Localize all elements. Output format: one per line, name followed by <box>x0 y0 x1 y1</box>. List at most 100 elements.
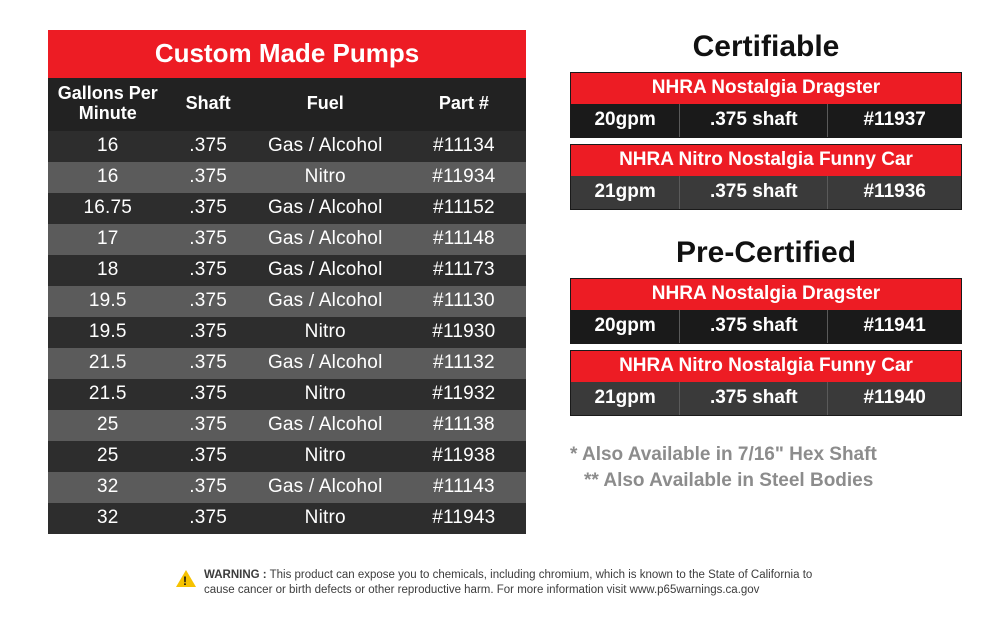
note-hex-shaft: * Also Available in 7/16" Hex Shaft <box>570 442 962 468</box>
cell-shaft: .375 <box>168 162 249 193</box>
table-row: 16.375Nitro#11934 <box>48 162 526 193</box>
card-row: 20gpm.375 shaft#11941 <box>571 310 961 343</box>
card-row: 21gpm.375 shaft#11940 <box>571 382 961 415</box>
cell-gpm: 19.5 <box>48 317 168 348</box>
cell-fuel: Gas / Alcohol <box>249 193 402 224</box>
cell-gpm: 21.5 <box>48 348 168 379</box>
card-row: 20gpm.375 shaft#11937 <box>571 104 961 137</box>
card-cell-gpm: 20gpm <box>571 310 680 343</box>
cell-fuel: Gas / Alcohol <box>249 224 402 255</box>
cell-gpm: 32 <box>48 503 168 534</box>
cell-gpm: 16 <box>48 162 168 193</box>
cell-shaft: .375 <box>168 441 249 472</box>
cell-part: #11134 <box>402 131 526 162</box>
cell-shaft: .375 <box>168 317 249 348</box>
cell-part: #11173 <box>402 255 526 286</box>
cell-shaft: .375 <box>168 503 249 534</box>
table-row: 19.5.375Nitro#11930 <box>48 317 526 348</box>
cell-gpm: 16.75 <box>48 193 168 224</box>
certifiable-cards: NHRA Nostalgia Dragster20gpm.375 shaft#1… <box>570 72 962 210</box>
cell-gpm: 17 <box>48 224 168 255</box>
table-row: 16.375Gas / Alcohol#11134 <box>48 131 526 162</box>
cell-fuel: Nitro <box>249 503 402 534</box>
cell-part: #11930 <box>402 317 526 348</box>
card-cell-part: #11941 <box>828 310 961 343</box>
availability-notes: * Also Available in 7/16" Hex Shaft ** A… <box>570 442 962 493</box>
cell-part: #11138 <box>402 410 526 441</box>
cell-gpm: 25 <box>48 410 168 441</box>
cell-gpm: 18 <box>48 255 168 286</box>
cell-gpm: 25 <box>48 441 168 472</box>
cell-fuel: Gas / Alcohol <box>249 348 402 379</box>
card-cell-shaft: .375 shaft <box>680 310 828 343</box>
table-row: 19.5.375Gas / Alcohol#11130 <box>48 286 526 317</box>
card-caption: NHRA Nitro Nostalgia Funny Car <box>571 351 961 382</box>
cert-card: NHRA Nostalgia Dragster20gpm.375 shaft#1… <box>570 278 962 344</box>
cert-card: NHRA Nostalgia Dragster20gpm.375 shaft#1… <box>570 72 962 138</box>
cell-shaft: .375 <box>168 348 249 379</box>
card-row: 21gpm.375 shaft#11936 <box>571 176 961 209</box>
cell-fuel: Gas / Alcohol <box>249 472 402 503</box>
warning-text: This product can expose you to chemicals… <box>204 569 812 597</box>
cell-fuel: Gas / Alcohol <box>249 286 402 317</box>
table-row: 32.375Gas / Alcohol#11143 <box>48 472 526 503</box>
card-cell-shaft: .375 shaft <box>680 382 828 415</box>
card-cell-part: #11937 <box>828 104 961 137</box>
table-row: 21.5.375Nitro#11932 <box>48 379 526 410</box>
card-cell-gpm: 21gpm <box>571 176 680 209</box>
cell-part: #11143 <box>402 472 526 503</box>
cell-fuel: Nitro <box>249 162 402 193</box>
card-caption: NHRA Nostalgia Dragster <box>571 279 961 310</box>
warning-icon <box>176 570 196 587</box>
precertified-cards: NHRA Nostalgia Dragster20gpm.375 shaft#1… <box>570 278 962 416</box>
table-row: 25.375Nitro#11938 <box>48 441 526 472</box>
cell-shaft: .375 <box>168 286 249 317</box>
cell-fuel: Nitro <box>249 317 402 348</box>
cell-gpm: 16 <box>48 131 168 162</box>
cell-gpm: 32 <box>48 472 168 503</box>
card-cell-shaft: .375 shaft <box>680 176 828 209</box>
cell-part: #11148 <box>402 224 526 255</box>
table-row: 25.375Gas / Alcohol#11138 <box>48 410 526 441</box>
col-fuel: Fuel <box>249 78 402 131</box>
cell-shaft: .375 <box>168 193 249 224</box>
cell-gpm: 21.5 <box>48 379 168 410</box>
cell-shaft: .375 <box>168 255 249 286</box>
card-caption: NHRA Nostalgia Dragster <box>571 73 961 104</box>
certifiable-title: Certifiable <box>570 30 962 64</box>
cell-fuel: Gas / Alcohol <box>249 131 402 162</box>
cell-shaft: .375 <box>168 410 249 441</box>
precertified-title: Pre-Certified <box>570 236 962 270</box>
table-row: 18.375Gas / Alcohol#11173 <box>48 255 526 286</box>
cell-part: #11943 <box>402 503 526 534</box>
col-gpm: Gallons Per Minute <box>48 78 168 131</box>
prop65-warning: WARNING : This product can expose you to… <box>0 568 1000 599</box>
cell-fuel: Nitro <box>249 379 402 410</box>
cell-part: #11932 <box>402 379 526 410</box>
cell-fuel: Gas / Alcohol <box>249 255 402 286</box>
col-part: Part # <box>402 78 526 131</box>
cert-card: NHRA Nitro Nostalgia Funny Car21gpm.375 … <box>570 144 962 210</box>
cell-part: #11152 <box>402 193 526 224</box>
card-cell-part: #11936 <box>828 176 961 209</box>
card-cell-part: #11940 <box>828 382 961 415</box>
cell-shaft: .375 <box>168 379 249 410</box>
cell-part: #11130 <box>402 286 526 317</box>
cell-part: #11934 <box>402 162 526 193</box>
cell-gpm: 19.5 <box>48 286 168 317</box>
cell-part: #11938 <box>402 441 526 472</box>
warning-label: WARNING : <box>204 569 267 581</box>
table-row: 21.5.375Gas / Alcohol#11132 <box>48 348 526 379</box>
pumps-title: Custom Made Pumps <box>48 30 526 78</box>
card-cell-gpm: 21gpm <box>571 382 680 415</box>
pumps-table: Custom Made Pumps Gallons Per Minute Sha… <box>48 30 526 534</box>
note-steel-bodies: ** Also Available in Steel Bodies <box>570 468 962 494</box>
cell-fuel: Gas / Alcohol <box>249 410 402 441</box>
cell-shaft: .375 <box>168 224 249 255</box>
card-cell-gpm: 20gpm <box>571 104 680 137</box>
cert-card: NHRA Nitro Nostalgia Funny Car21gpm.375 … <box>570 350 962 416</box>
cell-shaft: .375 <box>168 131 249 162</box>
cell-part: #11132 <box>402 348 526 379</box>
card-cell-shaft: .375 shaft <box>680 104 828 137</box>
table-row: 17.375Gas / Alcohol#11148 <box>48 224 526 255</box>
